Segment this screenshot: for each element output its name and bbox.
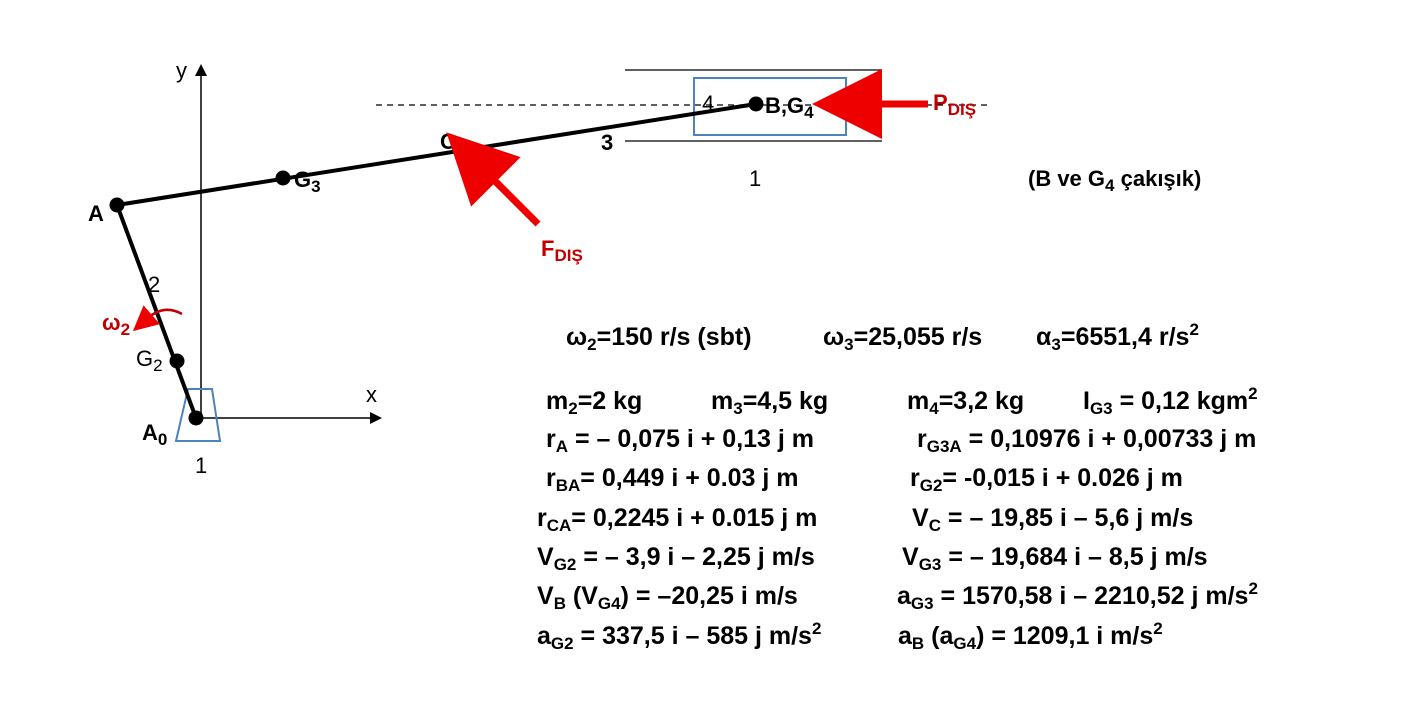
eq-vg3: VG3 = – 19,684 i – 8,5 j m/s (902, 543, 1208, 574)
label-p-dis: PDIŞ (933, 90, 976, 119)
eq-rca: rCA= 0,2245 i + 0.015 j m (537, 504, 817, 535)
x-axis-label: x (366, 382, 377, 407)
label-link-3: 3 (601, 130, 613, 155)
eq-m3: m3=4,5 kg (711, 387, 828, 418)
joint-a0 (188, 410, 204, 426)
equations-block: ω2=150 r/s (sbt) ω3=25,055 r/s α3=6551,4… (537, 320, 1258, 653)
eq-ra: rA = – 0,075 i + 0,13 j m (546, 425, 814, 456)
label-f-dis: FDIŞ (541, 236, 583, 265)
joint-g3 (275, 170, 291, 186)
label-ground-left: 1 (195, 453, 207, 478)
link-3 (116, 102, 757, 207)
eq-ag3: aG3 = 1570,58 i – 2210,52 j m/s2 (897, 579, 1258, 613)
label-g3: G3 (294, 167, 321, 196)
label-link-2: 2 (148, 272, 160, 297)
eq-m2: m2=2 kg (546, 387, 642, 418)
eq-rg3a: rG3A = 0,10976 i + 0,00733 j m (917, 425, 1256, 456)
omega2-rotation-arrow (132, 305, 183, 332)
coincidence-note: (B ve G4 çakışık) (1028, 166, 1201, 195)
label-c: C (440, 129, 456, 154)
label-g2: G2 (136, 346, 163, 375)
joint-b (748, 96, 764, 112)
joint-g2 (169, 353, 185, 369)
label-a0: A0 (142, 420, 167, 449)
eq-omega3: ω3=25,055 r/s (823, 323, 982, 354)
label-link-4: 4 (702, 91, 714, 116)
label-b-g4: B,G4 (765, 93, 814, 122)
joint-a (109, 197, 125, 213)
joint-c (457, 143, 473, 159)
label-omega2: ω2 (102, 310, 130, 339)
eq-rg2: rG2= -0,015 i + 0.026 j m (910, 464, 1183, 495)
y-axis-label: y (176, 58, 187, 83)
force-f-arrow (446, 132, 541, 227)
eq-vb: VB (VG4) = –20,25 i m/s (537, 582, 798, 613)
ground-pivot (174, 388, 222, 442)
eq-ab: aB (aG4) = 1209,1 i m/s2 (898, 619, 1163, 653)
eq-vc: VC = – 19,85 i – 5,6 j m/s (912, 504, 1193, 535)
eq-omega2: ω2=150 r/s (sbt) (566, 323, 752, 354)
label-ground-right: 1 (749, 166, 761, 191)
eq-ig3: IG3 = 0,12 kgm2 (1083, 384, 1258, 418)
eq-ag2: aG2 = 337,5 i – 585 j m/s2 (537, 619, 821, 653)
eq-alpha3: α3=6551,4 r/s2 (1036, 320, 1199, 354)
eq-rba: rBA= 0,449 i + 0.03 j m (546, 464, 799, 495)
eq-vg2: VG2 = – 3,9 i – 2,25 j m/s (537, 543, 815, 574)
label-a: A (88, 201, 104, 226)
eq-m4: m4=3,2 kg (907, 387, 1024, 418)
